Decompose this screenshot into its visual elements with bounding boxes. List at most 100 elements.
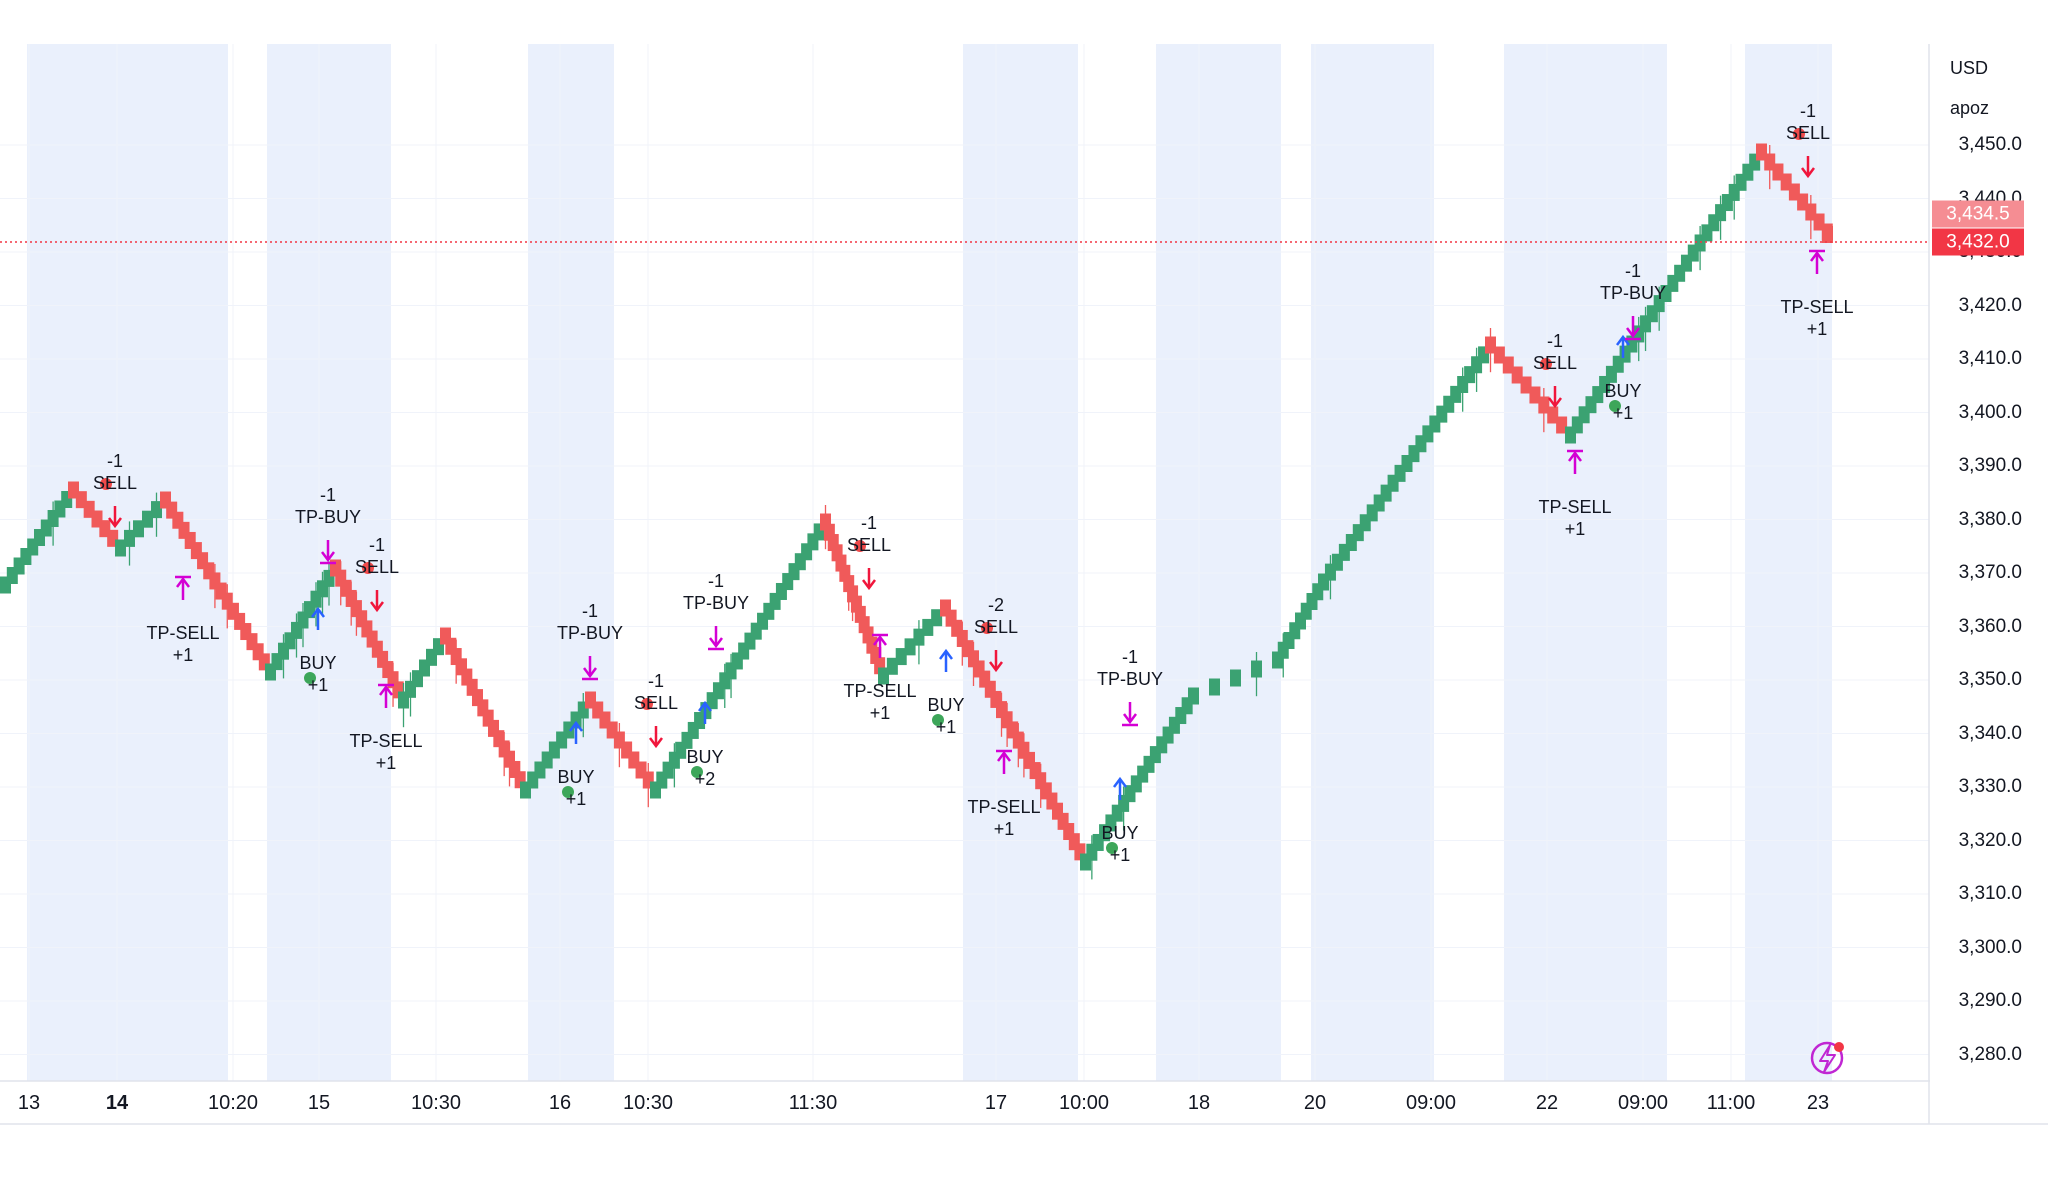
signal-line-2: +1: [557, 788, 594, 810]
signal-line-1: BUY: [1101, 822, 1138, 844]
time-tick-label: 11:30: [789, 1092, 838, 1115]
time-tick-label: 11:00: [1707, 1092, 1756, 1115]
price-tick-label: 3,390.0: [1938, 455, 2022, 477]
signal-line-2: SELL: [847, 534, 891, 556]
session-bands: [27, 44, 1832, 1081]
time-tick-label: 09:00: [1618, 1092, 1668, 1115]
signal-label: -1 SELL: [634, 670, 678, 714]
signal-line-1: -2: [974, 594, 1018, 616]
signal-line-2: TP-BUY: [683, 592, 749, 614]
last-price-tag: 3,432.0: [1932, 229, 2024, 256]
up-brick: [1188, 688, 1199, 705]
signal-line-2: +1: [1604, 402, 1641, 424]
signal-label: -1 SELL: [355, 534, 399, 578]
signal-line-1: -1: [847, 512, 891, 534]
signal-line-2: SELL: [1533, 352, 1577, 374]
prev-price-tag: 3,434.5: [1932, 201, 2024, 228]
signal-label: TP-SELL +1: [1780, 296, 1853, 340]
session-band: [963, 44, 1078, 1081]
signal-line-1: TP-SELL: [146, 622, 219, 644]
signal-line-1: -1: [634, 670, 678, 692]
time-tick-label: 23: [1807, 1092, 1829, 1115]
signal-line-2: +1: [1538, 518, 1611, 540]
signal-label: -1 TP-BUY: [1600, 260, 1666, 304]
signal-label: TP-SELL +1: [146, 622, 219, 666]
signal-label: BUY +1: [927, 694, 964, 738]
price-tick-label: 3,340.0: [1938, 723, 2022, 745]
scale-mode-label[interactable]: apoz: [1950, 98, 1989, 119]
signal-label: -1 SELL: [93, 450, 137, 494]
signal-line-1: BUY: [299, 652, 336, 674]
signal-label: -1 TP-BUY: [1097, 646, 1163, 690]
down-brick: [1822, 226, 1833, 243]
signal-label: TP-SELL +1: [1538, 496, 1611, 540]
price-tick-label: 3,280.0: [1938, 1044, 2022, 1066]
signal-line-2: +2: [686, 768, 723, 790]
signal-line-1: TP-SELL: [967, 796, 1040, 818]
signal-label: -1 TP-BUY: [683, 570, 749, 614]
time-tick-label: 18: [1188, 1092, 1210, 1115]
signal-line-2: +1: [299, 674, 336, 696]
time-tick-label: 10:00: [1059, 1092, 1109, 1115]
signal-line-1: BUY: [1604, 380, 1641, 402]
signal-line-2: TP-BUY: [1097, 668, 1163, 690]
time-tick-label: 09:00: [1406, 1092, 1456, 1115]
signal-line-2: SELL: [974, 616, 1018, 638]
signal-label: -1 SELL: [1786, 100, 1830, 144]
signal-line-2: SELL: [1786, 122, 1830, 144]
up-brick: [1209, 679, 1220, 696]
signal-label: TP-SELL +1: [843, 680, 916, 724]
signal-label: BUY +1: [1101, 822, 1138, 866]
time-tick-label: 13: [18, 1092, 40, 1115]
up-brick: [1251, 661, 1262, 678]
signal-line-1: -1: [93, 450, 137, 472]
signal-line-1: TP-SELL: [349, 730, 422, 752]
signal-line-1: -1: [683, 570, 749, 592]
price-tick-label: 3,450.0: [1938, 134, 2022, 156]
signal-line-2: SELL: [355, 556, 399, 578]
price-tick-label: 3,320.0: [1938, 830, 2022, 852]
signal-line-1: TP-SELL: [1780, 296, 1853, 318]
price-tick-label: 3,370.0: [1938, 562, 2022, 584]
time-tick-label: 14: [106, 1092, 128, 1115]
signal-line-2: +1: [349, 752, 422, 774]
up-brick: [1230, 670, 1241, 687]
signal-line-2: +1: [146, 644, 219, 666]
session-band: [1156, 44, 1281, 1081]
signal-label: BUY +1: [1604, 380, 1641, 424]
signal-line-1: BUY: [927, 694, 964, 716]
signal-line-1: BUY: [686, 746, 723, 768]
currency-label[interactable]: USD: [1950, 58, 1988, 79]
signal-line-1: TP-SELL: [1538, 496, 1611, 518]
time-tick-label: 20: [1304, 1092, 1326, 1115]
signal-line-1: -1: [1786, 100, 1830, 122]
signal-label: -1 TP-BUY: [557, 600, 623, 644]
time-tick-label: 15: [308, 1092, 330, 1115]
signal-label: -2 SELL: [974, 594, 1018, 638]
signal-label: TP-SELL +1: [967, 796, 1040, 840]
price-tick-label: 3,330.0: [1938, 776, 2022, 798]
time-tick-label: 10:30: [411, 1092, 461, 1115]
signal-line-2: +1: [927, 716, 964, 738]
price-tick-label: 3,350.0: [1938, 669, 2022, 691]
price-tick-label: 3,300.0: [1938, 937, 2022, 959]
signal-line-1: -1: [355, 534, 399, 556]
price-tick-label: 3,420.0: [1938, 295, 2022, 317]
signal-line-1: -1: [1600, 260, 1666, 282]
tp-buy-marker: [1122, 702, 1138, 725]
time-tick-label: 10:30: [623, 1092, 673, 1115]
signal-line-1: -1: [1533, 330, 1577, 352]
signal-line-2: SELL: [634, 692, 678, 714]
session-band: [1311, 44, 1434, 1081]
signal-label: BUY +1: [299, 652, 336, 696]
time-tick-label: 16: [549, 1092, 571, 1115]
signal-line-2: TP-BUY: [1600, 282, 1666, 304]
signal-label: -1 SELL: [1533, 330, 1577, 374]
signal-line-2: TP-BUY: [295, 506, 361, 528]
signal-line-2: SELL: [93, 472, 137, 494]
signal-label: -1 TP-BUY: [295, 484, 361, 528]
session-band: [1745, 44, 1832, 1081]
signal-label: -1 SELL: [847, 512, 891, 556]
price-tick-label: 3,380.0: [1938, 509, 2022, 531]
